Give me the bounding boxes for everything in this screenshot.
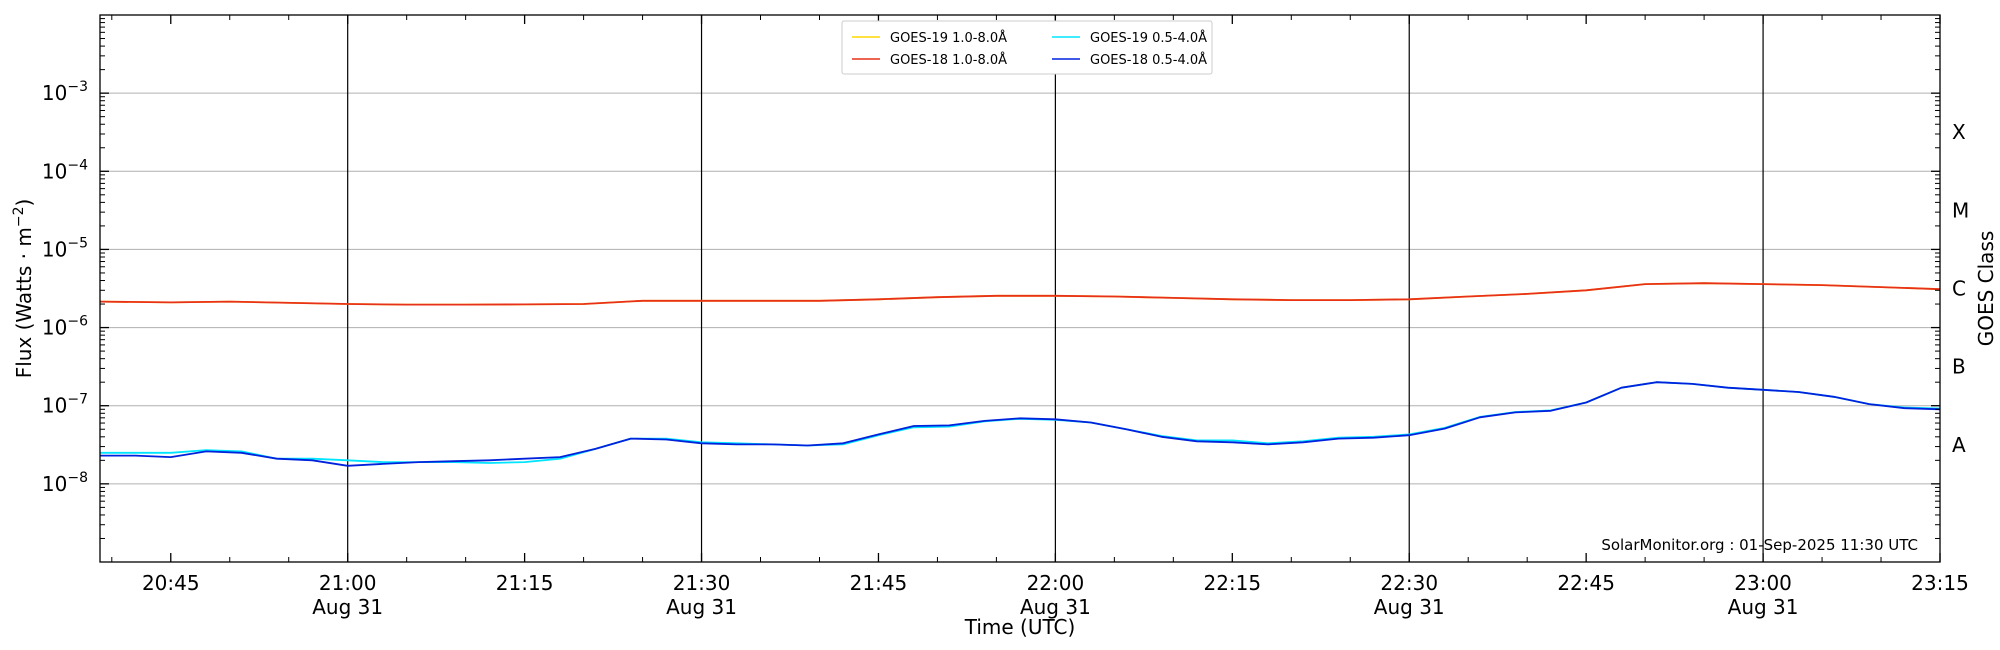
- goes-class-label: X: [1952, 120, 1966, 144]
- legend-label: GOES-19 1.0-8.0Å: [890, 30, 1007, 46]
- legend-label: GOES-18 0.5-4.0Å: [1090, 52, 1207, 68]
- x-axis-title: Time (UTC): [964, 615, 1076, 639]
- series-line: [100, 381, 1941, 464]
- legend-label: GOES-19 0.5-4.0Å: [1090, 30, 1207, 46]
- x-tick-label: 21:15: [496, 571, 554, 595]
- goes-class-axis-title: GOES Class: [1974, 231, 1998, 347]
- plot-frame: [99, 14, 1941, 563]
- credit-text: SolarMonitor.org : 01-Sep-2025 11:30 UTC: [1601, 536, 1918, 554]
- goes-class-label: A: [1952, 433, 1966, 457]
- x-tick-label: 23:15: [1911, 571, 1969, 595]
- legend-label: GOES-18 1.0-8.0Å: [890, 52, 1007, 68]
- x-tick-label: 21:00: [319, 571, 377, 595]
- legend-box: [841, 20, 1213, 75]
- series-line: [100, 381, 1941, 467]
- y-tick-label: 10−7: [42, 392, 88, 418]
- y-tick-label: 10−5: [42, 235, 88, 261]
- x-tick-label: 22:30: [1380, 571, 1438, 595]
- day-marker-lines: [347, 15, 1764, 562]
- x-tick-label: 21:30: [673, 571, 731, 595]
- x-tick-date-label: Aug 31: [1020, 595, 1091, 619]
- goes-class-labels: A B C M X: [1952, 120, 1969, 457]
- y-axis-title-main: Flux (Watts · m: [12, 227, 36, 378]
- x-tick-label: 20:45: [142, 571, 200, 595]
- x-tick-label: 22:15: [1203, 571, 1261, 595]
- y-tick-label: 10−6: [42, 314, 88, 340]
- legend: GOES-19 1.0-8.0Å GOES-19 0.5-4.0Å GOES-18 …: [841, 20, 1213, 75]
- x-tick-date-label: Aug 31: [666, 595, 737, 619]
- y-axis-ticks: 10−8 10−7 10−6 10−5 10−4 10−3: [42, 18, 1940, 539]
- series-line: [99, 282, 1941, 306]
- series-line: [99, 282, 1941, 306]
- x-tick-date-label: Aug 31: [1728, 595, 1799, 619]
- y-axis-title-exponent: −2: [11, 207, 27, 228]
- horizontal-grid: [100, 92, 1940, 485]
- y-tick-label: 10−3: [42, 79, 88, 105]
- x-tick-date-label: Aug 31: [312, 595, 383, 619]
- y-axis-title-close: ): [12, 199, 36, 207]
- flux-series: [99, 282, 1941, 467]
- goes-class-label: C: [1952, 277, 1966, 301]
- goes-class-label: B: [1952, 355, 1966, 379]
- y-axis-title: Flux (Watts · m−2): [11, 199, 36, 379]
- x-tick-date-label: Aug 31: [1374, 595, 1445, 619]
- x-tick-label: 22:45: [1557, 571, 1615, 595]
- y-tick-label: 10−8: [42, 470, 88, 496]
- x-tick-label: 22:00: [1027, 571, 1085, 595]
- y-tick-label: 10−4: [42, 157, 88, 183]
- x-tick-label: 23:00: [1734, 571, 1792, 595]
- goes-class-label: M: [1952, 198, 1969, 222]
- x-tick-label: 21:45: [850, 571, 908, 595]
